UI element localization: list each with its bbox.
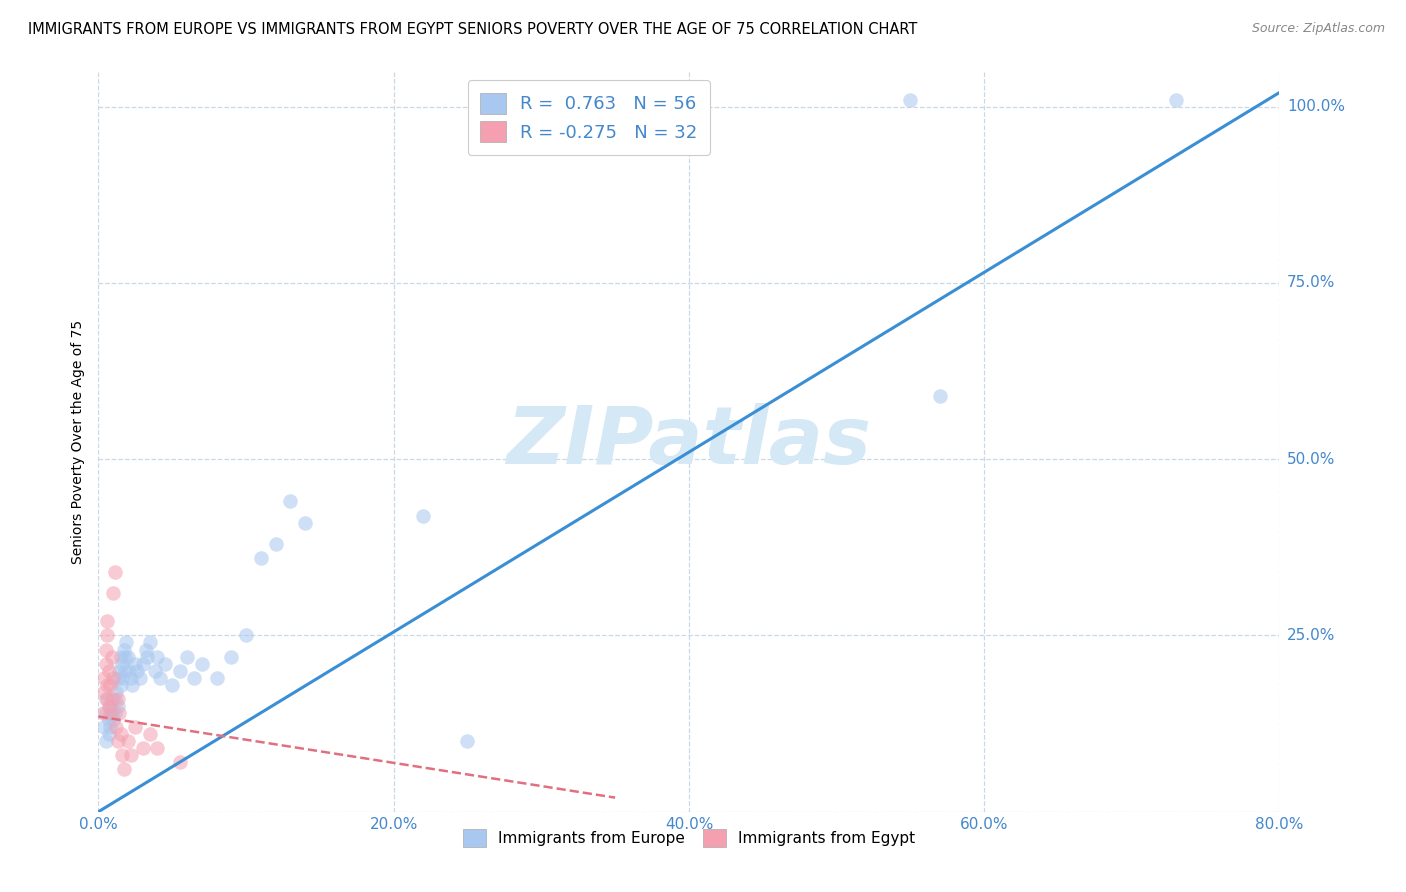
Text: IMMIGRANTS FROM EUROPE VS IMMIGRANTS FROM EGYPT SENIORS POVERTY OVER THE AGE OF : IMMIGRANTS FROM EUROPE VS IMMIGRANTS FRO… (28, 22, 918, 37)
Point (96, 678, 118, 692)
Point (121, 678, 143, 692)
Point (153, 657, 176, 671)
Point (162, 678, 183, 692)
Point (1166, 93, 1188, 107)
Point (98, 706, 121, 720)
Point (128, 671, 150, 685)
Point (929, 389, 952, 403)
Point (120, 671, 142, 685)
Point (107, 692, 129, 706)
Point (412, 508, 434, 523)
Point (108, 706, 131, 720)
Point (143, 664, 166, 678)
Point (94, 692, 117, 706)
Point (112, 763, 135, 777)
Point (114, 649, 136, 664)
Point (105, 685, 128, 699)
Point (107, 671, 129, 685)
Point (105, 720, 128, 734)
Point (104, 565, 127, 579)
Point (108, 664, 131, 678)
Point (117, 734, 139, 748)
Point (98, 678, 121, 692)
Point (94, 734, 117, 748)
Point (900, 93, 922, 107)
Point (98, 720, 121, 734)
Point (98, 698, 121, 713)
Legend: Immigrants from Europe, Immigrants from Egypt: Immigrants from Europe, Immigrants from … (454, 820, 924, 856)
Point (139, 635, 162, 649)
Point (97, 698, 120, 713)
Text: 25.0%: 25.0% (1286, 628, 1336, 643)
Point (103, 713, 125, 727)
Point (125, 664, 148, 678)
Point (100, 692, 122, 706)
Point (97, 664, 120, 678)
Y-axis label: Seniors Poverty Over the Age of 75: Seniors Poverty Over the Age of 75 (72, 319, 86, 564)
Point (97, 727, 120, 741)
Point (115, 635, 138, 649)
Point (107, 698, 129, 713)
Point (103, 586, 125, 600)
Point (110, 727, 132, 741)
Point (294, 516, 316, 530)
Point (146, 649, 169, 664)
Point (176, 649, 198, 664)
Point (457, 734, 479, 748)
Point (132, 657, 155, 671)
Text: 50.0%: 50.0% (1286, 451, 1336, 467)
Point (110, 678, 132, 692)
Text: 100.0%: 100.0% (1286, 99, 1346, 114)
Point (183, 671, 205, 685)
Point (124, 657, 146, 671)
Point (104, 692, 127, 706)
Point (235, 628, 257, 642)
Point (135, 642, 157, 657)
Point (107, 734, 129, 748)
Point (120, 748, 142, 763)
Point (132, 741, 155, 756)
Point (94, 706, 117, 720)
Text: 75.0%: 75.0% (1286, 276, 1336, 291)
Point (94, 657, 117, 671)
Point (111, 671, 134, 685)
Point (110, 649, 132, 664)
Point (104, 706, 127, 720)
Point (111, 748, 134, 763)
Point (264, 537, 287, 551)
Point (114, 664, 136, 678)
Point (91, 706, 114, 720)
Point (96, 628, 118, 642)
Point (111, 657, 134, 671)
Point (146, 741, 169, 756)
Point (112, 642, 135, 657)
Point (124, 720, 146, 734)
Point (191, 657, 214, 671)
Point (93, 720, 115, 734)
Point (136, 649, 159, 664)
Point (280, 494, 302, 508)
Point (93, 685, 115, 699)
Text: ZIPatlas: ZIPatlas (506, 402, 872, 481)
Point (250, 550, 273, 565)
Point (139, 727, 162, 741)
Point (100, 649, 122, 664)
Text: Source: ZipAtlas.com: Source: ZipAtlas.com (1251, 22, 1385, 36)
Point (94, 642, 117, 657)
Point (96, 615, 118, 629)
Point (169, 756, 191, 770)
Point (117, 649, 139, 664)
Point (100, 706, 122, 720)
Point (169, 664, 191, 678)
Point (97, 713, 120, 727)
Point (118, 664, 141, 678)
Point (205, 671, 228, 685)
Point (93, 671, 115, 685)
Point (221, 649, 243, 664)
Point (103, 671, 125, 685)
Point (96, 692, 118, 706)
Point (149, 671, 172, 685)
